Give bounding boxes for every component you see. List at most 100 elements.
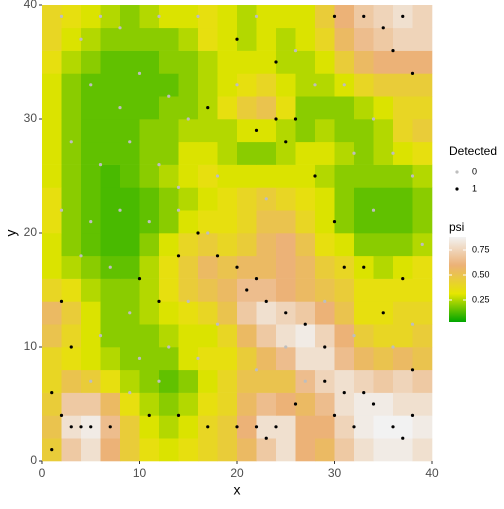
cell xyxy=(159,392,179,416)
cell xyxy=(178,347,199,371)
cell xyxy=(120,187,140,211)
point xyxy=(89,83,93,87)
point xyxy=(264,436,268,440)
point xyxy=(147,220,151,224)
cell xyxy=(81,392,101,416)
cell xyxy=(61,347,82,371)
cell xyxy=(198,164,218,188)
cell xyxy=(42,96,62,120)
cell xyxy=(100,278,121,302)
cell xyxy=(139,96,160,120)
cell xyxy=(198,233,218,257)
cell xyxy=(120,50,140,74)
cell xyxy=(120,415,140,439)
cell xyxy=(393,347,413,371)
point xyxy=(157,379,161,383)
point xyxy=(79,425,83,429)
cell xyxy=(354,415,374,439)
cell xyxy=(139,347,160,371)
point xyxy=(381,26,385,30)
cell xyxy=(373,5,394,29)
cell xyxy=(295,27,316,51)
cell xyxy=(237,73,257,97)
cell xyxy=(178,233,199,257)
point xyxy=(284,345,288,349)
cell xyxy=(139,73,160,97)
cell xyxy=(393,73,413,97)
cell xyxy=(198,278,218,302)
point xyxy=(401,436,405,440)
cell xyxy=(81,164,101,188)
cell xyxy=(256,50,277,74)
cell xyxy=(159,324,179,348)
cell xyxy=(198,347,218,371)
cell xyxy=(178,438,199,462)
cell xyxy=(295,50,316,74)
cell xyxy=(334,50,355,74)
cell xyxy=(295,141,316,165)
cell xyxy=(354,50,374,74)
cell xyxy=(393,233,413,257)
cell xyxy=(412,369,433,393)
cell xyxy=(412,278,433,302)
cell xyxy=(198,187,218,211)
point xyxy=(186,299,190,303)
cell xyxy=(237,5,257,29)
point xyxy=(410,71,415,75)
cell xyxy=(256,119,277,143)
point xyxy=(342,391,346,395)
cell xyxy=(334,164,355,188)
cell xyxy=(256,301,277,325)
point xyxy=(293,402,298,406)
cell xyxy=(120,73,140,97)
cell xyxy=(393,301,413,325)
point xyxy=(98,334,103,338)
colorbar-label: 0.25 xyxy=(472,294,490,304)
cell xyxy=(373,73,394,97)
cell xyxy=(217,301,238,325)
point xyxy=(157,14,161,18)
cell xyxy=(198,255,218,279)
cell xyxy=(315,119,335,143)
cell xyxy=(81,233,101,257)
point xyxy=(176,413,181,417)
cell xyxy=(237,255,257,279)
cell xyxy=(393,141,413,165)
cell xyxy=(81,301,101,325)
cell xyxy=(120,5,140,29)
cell xyxy=(393,392,413,416)
cell xyxy=(412,438,433,462)
cell xyxy=(61,50,82,74)
cell xyxy=(217,5,238,29)
cell xyxy=(61,278,82,302)
cell xyxy=(256,392,277,416)
cell xyxy=(393,369,413,393)
cell xyxy=(42,301,62,325)
point xyxy=(352,151,356,155)
cell xyxy=(256,324,277,348)
y-tick-label: 0 xyxy=(30,453,37,467)
cell xyxy=(139,187,160,211)
cell xyxy=(354,233,374,257)
cell xyxy=(334,301,355,325)
cell xyxy=(315,278,335,302)
point xyxy=(118,106,122,110)
cell xyxy=(120,119,140,143)
cell xyxy=(217,392,238,416)
cell xyxy=(373,50,394,74)
point xyxy=(254,128,259,132)
cell xyxy=(139,5,160,29)
point xyxy=(137,277,142,281)
point xyxy=(391,49,395,53)
cell xyxy=(237,27,257,51)
cell xyxy=(295,347,316,371)
cell xyxy=(373,141,394,165)
point xyxy=(391,425,395,429)
point xyxy=(118,208,122,212)
cell xyxy=(354,324,374,348)
cell xyxy=(334,233,355,257)
cell xyxy=(61,210,82,234)
cell xyxy=(120,392,140,416)
cell xyxy=(100,50,121,74)
